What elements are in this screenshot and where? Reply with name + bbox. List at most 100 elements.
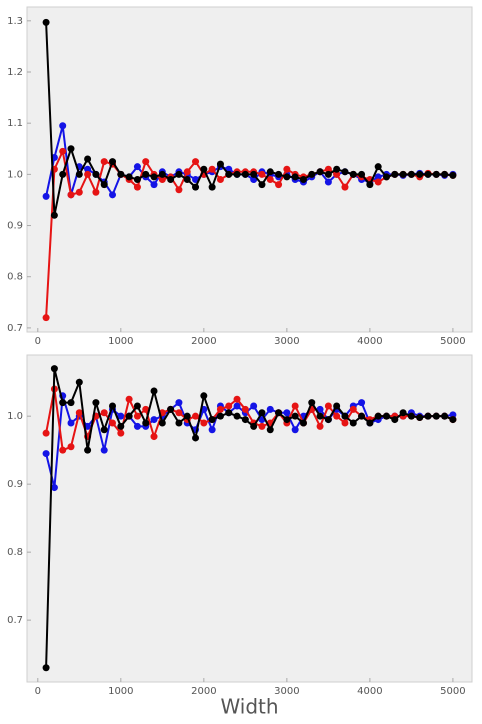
point (441, 170, 449, 178)
point (67, 443, 75, 451)
point (42, 450, 50, 458)
point (358, 399, 366, 407)
point (175, 170, 183, 178)
point (167, 175, 175, 183)
point (358, 412, 366, 420)
point (117, 422, 125, 430)
point (59, 446, 67, 454)
point (133, 402, 141, 410)
point (316, 412, 324, 420)
point (374, 412, 382, 420)
point (117, 429, 125, 437)
point (75, 188, 83, 196)
point (225, 170, 233, 178)
point (67, 399, 75, 407)
point (324, 416, 332, 424)
point (84, 170, 92, 178)
point (200, 392, 208, 400)
point (175, 419, 183, 427)
point (283, 173, 291, 181)
point (449, 416, 457, 424)
point (225, 402, 233, 410)
point (399, 170, 407, 178)
point (333, 402, 341, 410)
point (449, 171, 457, 179)
point (266, 426, 274, 434)
point (133, 183, 141, 191)
point (150, 173, 158, 181)
point (291, 402, 299, 410)
x-tick-label: 2000 (191, 336, 216, 347)
y-tick-label: 1.0 (7, 169, 23, 180)
point (92, 399, 100, 407)
point (258, 170, 266, 178)
point (158, 175, 166, 183)
point (216, 412, 224, 420)
point (432, 170, 440, 178)
point (416, 414, 424, 422)
y-tick-label: 1.0 (7, 411, 23, 422)
x-tick-label: 5000 (440, 686, 465, 697)
point (100, 158, 108, 166)
point (142, 419, 150, 427)
point (100, 446, 108, 454)
point (316, 405, 324, 413)
point (133, 412, 141, 420)
point (349, 405, 357, 413)
point (299, 419, 307, 427)
point (382, 412, 390, 420)
point (241, 170, 249, 178)
y-tick-label: 0.9 (7, 479, 23, 490)
point (117, 170, 125, 178)
point (167, 405, 175, 413)
point (432, 412, 440, 420)
point (42, 429, 50, 437)
point (266, 168, 274, 176)
point (109, 158, 117, 166)
point (333, 412, 341, 420)
point (407, 412, 415, 420)
point (183, 168, 191, 176)
y-tick-label: 1.1 (7, 118, 23, 129)
point (158, 170, 166, 178)
point (233, 412, 241, 420)
point (109, 191, 117, 199)
point (133, 163, 141, 171)
y-tick-label: 0.8 (7, 547, 23, 558)
point (59, 399, 67, 407)
x-tick-label: 4000 (357, 686, 382, 697)
point (150, 181, 158, 189)
y-tick-label: 1.2 (7, 67, 23, 78)
point (175, 186, 183, 194)
point (142, 405, 150, 413)
point (150, 416, 158, 424)
point (84, 446, 92, 454)
point (308, 399, 316, 407)
point (109, 419, 117, 427)
point (192, 412, 200, 420)
point (183, 412, 191, 420)
point (391, 416, 399, 424)
point (391, 170, 399, 178)
point (92, 188, 100, 196)
point (299, 175, 307, 183)
point (349, 419, 357, 427)
point (374, 163, 382, 171)
point (208, 426, 216, 434)
point (258, 409, 266, 417)
point (92, 170, 100, 178)
point (142, 170, 150, 178)
point (208, 165, 216, 173)
y-tick-label: 1.3 (7, 16, 23, 27)
y-tick-label: 0.7 (7, 323, 23, 334)
point (333, 165, 341, 173)
point (142, 158, 150, 166)
x-tick-label: 3000 (274, 336, 299, 347)
point (50, 365, 58, 373)
point (416, 170, 424, 178)
point (75, 378, 83, 386)
point (291, 412, 299, 420)
point (192, 183, 200, 191)
point (42, 192, 50, 200)
